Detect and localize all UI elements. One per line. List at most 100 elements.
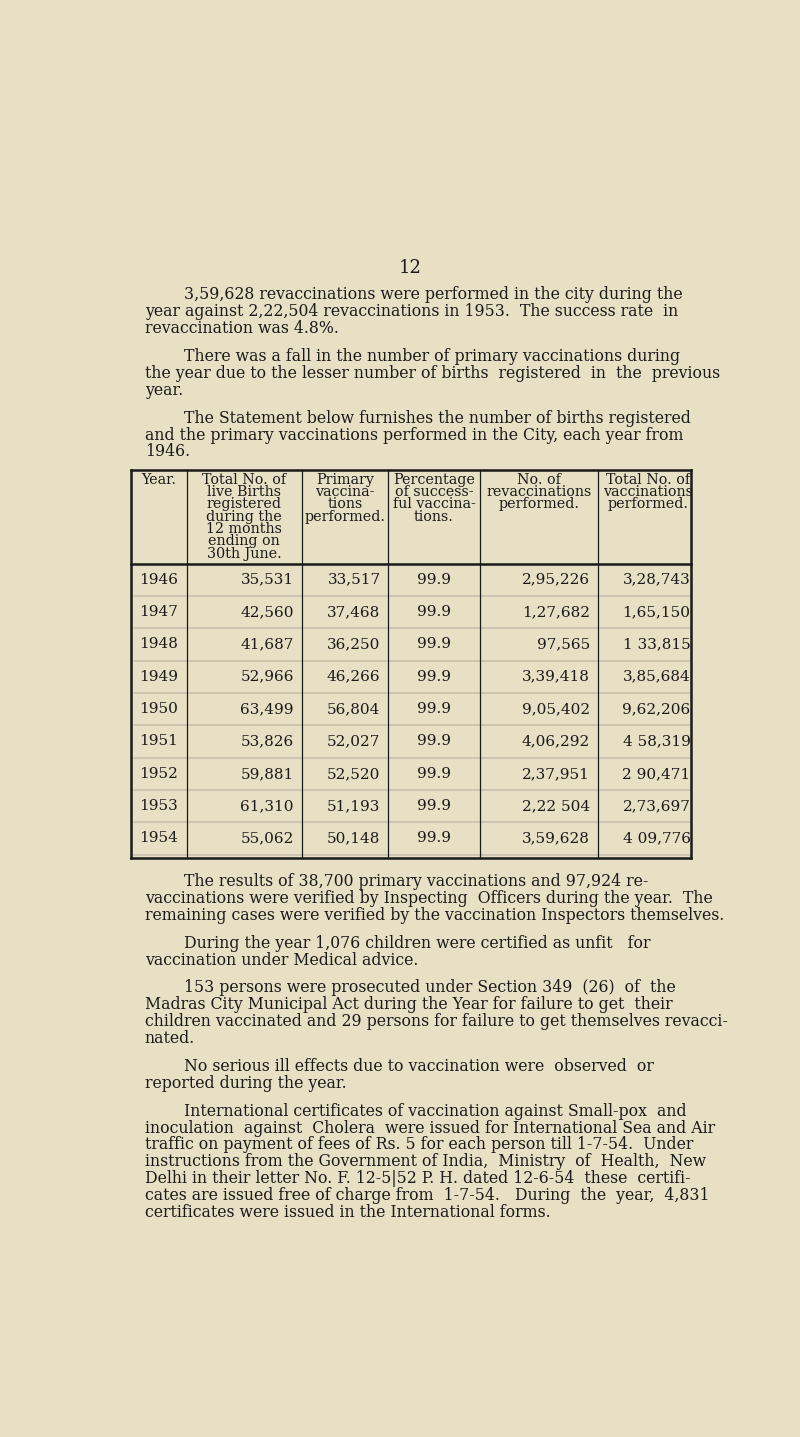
Text: 3,59,628 revaccinations were performed in the city during the: 3,59,628 revaccinations were performed i… bbox=[184, 286, 682, 303]
Text: 3,59,628: 3,59,628 bbox=[522, 832, 590, 845]
Text: 53,826: 53,826 bbox=[241, 734, 294, 749]
Text: year against 2,22,504 revaccinations in 1953.  The success rate  in: year against 2,22,504 revaccinations in … bbox=[145, 303, 678, 320]
Text: 153 persons were prosecuted under Section 349  (26)  of  the: 153 persons were prosecuted under Sectio… bbox=[184, 980, 675, 996]
Text: 1953: 1953 bbox=[139, 799, 178, 813]
Text: 37,468: 37,468 bbox=[327, 605, 381, 619]
Text: 55,062: 55,062 bbox=[240, 832, 294, 845]
Text: remaining cases were verified by the vaccination Inspectors themselves.: remaining cases were verified by the vac… bbox=[145, 907, 724, 924]
Text: 61,310: 61,310 bbox=[240, 799, 294, 813]
Text: 46,266: 46,266 bbox=[327, 670, 381, 684]
Text: the year due to the lesser number of births  registered  in  the  previous: the year due to the lesser number of bir… bbox=[145, 365, 720, 382]
Text: 1951: 1951 bbox=[139, 734, 178, 749]
Text: revaccination was 4.8%.: revaccination was 4.8%. bbox=[145, 320, 339, 338]
Text: performed.: performed. bbox=[498, 497, 579, 512]
Text: 36,250: 36,250 bbox=[327, 638, 381, 651]
Text: 9,62,206: 9,62,206 bbox=[622, 703, 690, 716]
Text: No. of: No. of bbox=[517, 473, 561, 487]
Text: Madras City Municipal Act during the Year for failure to get  their: Madras City Municipal Act during the Yea… bbox=[145, 996, 673, 1013]
Text: 99.9: 99.9 bbox=[417, 734, 451, 749]
Text: nated.: nated. bbox=[145, 1030, 195, 1048]
Text: children vaccinated and 29 persons for failure to get themselves revacci-: children vaccinated and 29 persons for f… bbox=[145, 1013, 728, 1030]
Text: 1 33,815: 1 33,815 bbox=[623, 638, 690, 651]
Text: 99.9: 99.9 bbox=[417, 832, 451, 845]
Text: traffic on payment of fees of Rs. 5 for each person till 1-7-54.  Under: traffic on payment of fees of Rs. 5 for … bbox=[145, 1137, 694, 1154]
Text: During the year 1,076 children were certified as unfit   for: During the year 1,076 children were cert… bbox=[184, 934, 650, 951]
Text: 1946.: 1946. bbox=[145, 444, 190, 460]
Text: 50,148: 50,148 bbox=[327, 832, 381, 845]
Text: vaccinations were verified by Inspecting  Officers during the year.  The: vaccinations were verified by Inspecting… bbox=[145, 890, 713, 907]
Text: 1950: 1950 bbox=[139, 703, 178, 716]
Text: 1954: 1954 bbox=[139, 832, 178, 845]
Text: live Births: live Births bbox=[207, 486, 281, 499]
Text: 33,517: 33,517 bbox=[327, 573, 381, 586]
Text: tions.: tions. bbox=[414, 510, 454, 523]
Text: registered: registered bbox=[206, 497, 282, 512]
Text: 2,95,226: 2,95,226 bbox=[522, 573, 590, 586]
Text: 2,37,951: 2,37,951 bbox=[522, 767, 590, 780]
Text: 1952: 1952 bbox=[139, 767, 178, 780]
Text: International certificates of vaccination against Small-pox  and: International certificates of vaccinatio… bbox=[184, 1102, 686, 1119]
Text: performed.: performed. bbox=[607, 497, 689, 512]
Text: 63,499: 63,499 bbox=[240, 703, 294, 716]
Text: 30th June.: 30th June. bbox=[206, 546, 282, 560]
Text: year.: year. bbox=[145, 382, 183, 399]
Text: Primary: Primary bbox=[316, 473, 374, 487]
Text: certificates were issued in the International forms.: certificates were issued in the Internat… bbox=[145, 1204, 550, 1221]
Text: 99.9: 99.9 bbox=[417, 573, 451, 586]
Text: The results of 38,700 primary vaccinations and 97,924 re-: The results of 38,700 primary vaccinatio… bbox=[184, 874, 648, 890]
Text: and the primary vaccinations performed in the City, each year from: and the primary vaccinations performed i… bbox=[145, 427, 683, 444]
Text: 12: 12 bbox=[398, 259, 422, 277]
Text: vaccina-: vaccina- bbox=[315, 486, 374, 499]
Text: 41,687: 41,687 bbox=[240, 638, 294, 651]
Text: tions: tions bbox=[327, 497, 362, 512]
Text: ending on: ending on bbox=[208, 535, 280, 549]
Text: Delhi in their letter No. F. 12-5|52 P. H. dated 12-6-54  these  certifi-: Delhi in their letter No. F. 12-5|52 P. … bbox=[145, 1170, 690, 1187]
Text: The Statement below furnishes the number of births registered: The Statement below furnishes the number… bbox=[184, 410, 690, 427]
Text: 99.9: 99.9 bbox=[417, 799, 451, 813]
Text: 99.9: 99.9 bbox=[417, 670, 451, 684]
Text: 97,565: 97,565 bbox=[537, 638, 590, 651]
Text: 1947: 1947 bbox=[139, 605, 178, 619]
Text: inoculation  against  Cholera  were issued for International Sea and Air: inoculation against Cholera were issued … bbox=[145, 1119, 715, 1137]
Text: Year.: Year. bbox=[142, 473, 176, 487]
Text: 1,27,682: 1,27,682 bbox=[522, 605, 590, 619]
Text: of success-: of success- bbox=[394, 486, 474, 499]
Text: 4,06,292: 4,06,292 bbox=[522, 734, 590, 749]
Text: ful vaccina-: ful vaccina- bbox=[393, 497, 475, 512]
Text: Total No. of: Total No. of bbox=[202, 473, 286, 487]
Text: 1946: 1946 bbox=[139, 573, 178, 586]
Text: 4 09,776: 4 09,776 bbox=[622, 832, 690, 845]
Text: 2 90,471: 2 90,471 bbox=[622, 767, 690, 780]
Text: There was a fall in the number of primary vaccinations during: There was a fall in the number of primar… bbox=[184, 348, 680, 365]
Text: 35,531: 35,531 bbox=[241, 573, 294, 586]
Text: revaccinations: revaccinations bbox=[486, 486, 591, 499]
Text: 52,966: 52,966 bbox=[240, 670, 294, 684]
Text: 1,65,150: 1,65,150 bbox=[622, 605, 690, 619]
Text: Percentage: Percentage bbox=[393, 473, 475, 487]
Text: 52,520: 52,520 bbox=[327, 767, 381, 780]
Text: 3,39,418: 3,39,418 bbox=[522, 670, 590, 684]
Text: 2,22 504: 2,22 504 bbox=[522, 799, 590, 813]
Text: 59,881: 59,881 bbox=[241, 767, 294, 780]
Text: performed.: performed. bbox=[304, 510, 386, 523]
Text: 51,193: 51,193 bbox=[327, 799, 381, 813]
Text: 56,804: 56,804 bbox=[327, 703, 381, 716]
Text: 99.9: 99.9 bbox=[417, 703, 451, 716]
Text: vaccination under Medical advice.: vaccination under Medical advice. bbox=[145, 951, 418, 969]
Text: 2,73,697: 2,73,697 bbox=[622, 799, 690, 813]
Text: during the: during the bbox=[206, 510, 282, 523]
Text: 99.9: 99.9 bbox=[417, 605, 451, 619]
Text: 3,85,684: 3,85,684 bbox=[623, 670, 690, 684]
Text: 4 58,319: 4 58,319 bbox=[622, 734, 690, 749]
Text: 12 months: 12 months bbox=[206, 522, 282, 536]
Text: instructions from the Government of India,  Ministry  of  Health,  New: instructions from the Government of Indi… bbox=[145, 1154, 706, 1170]
Text: 1949: 1949 bbox=[139, 670, 178, 684]
Text: 52,027: 52,027 bbox=[327, 734, 381, 749]
Text: 42,560: 42,560 bbox=[240, 605, 294, 619]
Text: 3,28,743: 3,28,743 bbox=[623, 573, 690, 586]
Text: Total No. of: Total No. of bbox=[606, 473, 690, 487]
Text: 9,05,402: 9,05,402 bbox=[522, 703, 590, 716]
Text: 1948: 1948 bbox=[139, 638, 178, 651]
Text: 99.9: 99.9 bbox=[417, 638, 451, 651]
Text: cates are issued free of charge from  1-7-54.   During  the  year,  4,831: cates are issued free of charge from 1-7… bbox=[145, 1187, 710, 1204]
